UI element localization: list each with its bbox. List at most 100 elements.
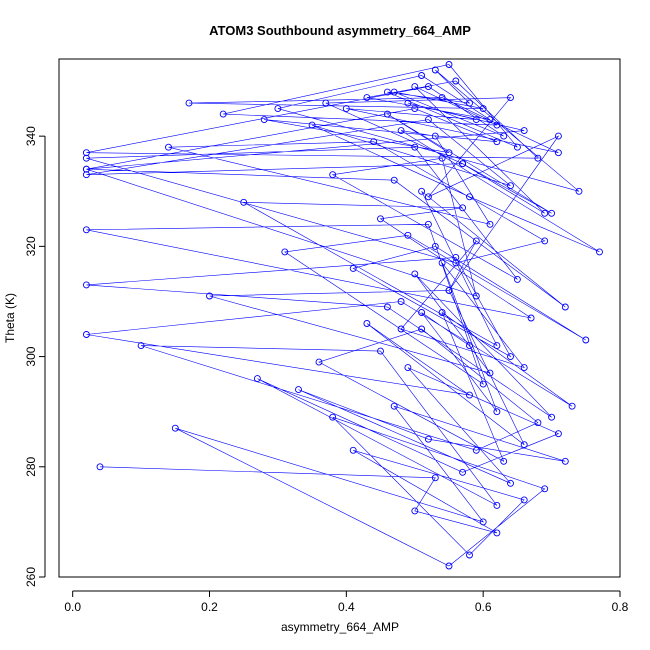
data-point xyxy=(370,138,378,146)
data-point xyxy=(404,364,412,372)
data-point xyxy=(493,342,501,350)
data-point xyxy=(438,154,446,162)
data-point xyxy=(404,99,412,107)
data-point xyxy=(472,292,480,300)
data-point xyxy=(171,424,179,432)
data-point xyxy=(466,193,473,201)
data-point xyxy=(82,154,90,162)
data-point xyxy=(295,386,302,394)
data-point xyxy=(240,198,248,206)
data-point xyxy=(554,149,562,157)
data-point xyxy=(493,529,501,537)
data-point xyxy=(260,116,268,124)
data-point xyxy=(582,336,590,344)
series-layer xyxy=(82,61,603,570)
data-point xyxy=(424,193,432,201)
y-tick-label: 280 xyxy=(24,456,38,476)
data-point xyxy=(438,309,446,316)
data-point xyxy=(459,160,467,168)
data-point xyxy=(568,402,576,410)
data-point xyxy=(507,353,514,361)
data-point xyxy=(527,314,535,322)
data-point xyxy=(383,88,391,96)
x-tick-label: 0.4 xyxy=(338,600,355,614)
data-point xyxy=(554,132,562,140)
data-point xyxy=(452,77,460,85)
data-point xyxy=(534,154,542,162)
y-tick-label: 320 xyxy=(24,236,38,256)
data-point xyxy=(165,143,172,151)
data-point xyxy=(383,303,391,311)
data-point xyxy=(493,121,501,129)
data-point xyxy=(507,94,514,102)
data-point xyxy=(342,105,350,113)
data-point xyxy=(445,61,453,68)
data-point xyxy=(459,204,467,212)
data-point xyxy=(329,413,337,421)
data-point xyxy=(541,485,549,493)
data-point xyxy=(424,435,432,443)
data-point xyxy=(397,127,405,135)
x-tick-label: 0.2 xyxy=(201,600,218,614)
data-point xyxy=(466,342,473,350)
data-point xyxy=(82,171,90,179)
plot-frame xyxy=(58,58,621,578)
y-tick-label: 260 xyxy=(24,567,38,587)
data-point xyxy=(431,474,439,482)
data-point xyxy=(520,496,528,504)
data-point xyxy=(575,187,583,195)
data-point xyxy=(377,215,384,223)
data-point xyxy=(411,270,419,278)
data-point xyxy=(493,408,501,416)
data-point xyxy=(479,105,487,113)
data-point xyxy=(219,110,227,118)
series-line xyxy=(86,64,600,567)
data-point xyxy=(438,94,446,102)
data-point xyxy=(459,468,467,476)
data-point xyxy=(445,286,453,294)
data-point xyxy=(418,309,426,316)
data-point xyxy=(431,242,439,250)
y-tick-label: 340 xyxy=(24,126,38,146)
data-point xyxy=(418,72,426,79)
data-point xyxy=(82,281,90,289)
chart-title: ATOM3 Southbound asymmetry_664_AMP xyxy=(209,23,471,38)
data-point xyxy=(363,94,371,102)
data-point xyxy=(452,259,460,267)
data-point xyxy=(548,209,556,217)
x-tick-label: 0.8 xyxy=(612,600,629,614)
data-point xyxy=(390,402,398,410)
data-point xyxy=(377,347,384,355)
data-point xyxy=(486,220,494,228)
data-point xyxy=(472,446,480,454)
y-axis-label: Theta (K) xyxy=(3,293,17,343)
y-axis: 260 280 300 320 340 xyxy=(24,126,46,587)
data-point xyxy=(445,562,453,570)
data-point xyxy=(315,358,323,366)
data-point xyxy=(500,457,508,465)
data-point xyxy=(493,501,501,509)
data-point xyxy=(520,441,528,449)
data-point xyxy=(507,182,514,190)
data-point xyxy=(206,292,213,300)
data-point xyxy=(411,143,419,151)
data-point xyxy=(82,331,90,338)
data-point xyxy=(561,303,569,311)
data-point xyxy=(418,325,426,333)
data-point xyxy=(404,231,412,239)
data-point xyxy=(431,66,439,74)
data-point xyxy=(82,165,90,173)
data-point xyxy=(411,105,419,113)
data-point xyxy=(82,149,90,157)
data-point xyxy=(363,320,371,327)
data-point xyxy=(486,369,494,377)
data-point xyxy=(466,391,473,399)
data-point xyxy=(513,143,521,151)
x-axis-label: asymmetry_664_AMP xyxy=(281,620,399,634)
data-point xyxy=(554,430,562,438)
data-point xyxy=(479,380,487,388)
data-point xyxy=(424,116,432,124)
data-point xyxy=(329,171,337,179)
data-point xyxy=(82,226,90,234)
